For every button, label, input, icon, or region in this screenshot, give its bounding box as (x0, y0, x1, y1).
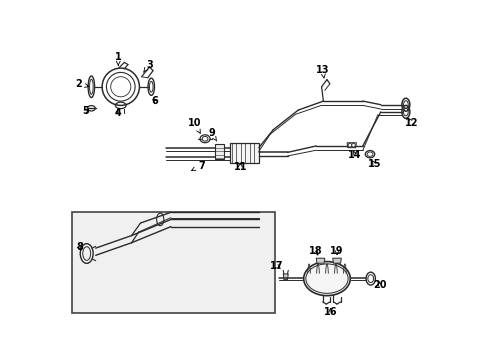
Text: 2: 2 (75, 79, 88, 89)
Bar (230, 143, 258, 163)
Text: 13: 13 (315, 64, 329, 78)
Text: 6: 6 (151, 96, 158, 106)
Text: 18: 18 (308, 246, 322, 256)
Ellipse shape (351, 143, 355, 147)
Text: 12: 12 (404, 118, 417, 128)
Text: 17: 17 (269, 261, 283, 271)
Ellipse shape (303, 262, 349, 296)
Text: 8: 8 (76, 242, 83, 252)
Text: 20: 20 (372, 280, 386, 290)
Ellipse shape (347, 143, 351, 147)
Text: 16: 16 (323, 307, 337, 317)
Text: 15: 15 (367, 159, 380, 169)
Polygon shape (346, 143, 356, 148)
Bar (72, 212, 274, 313)
Text: 19: 19 (329, 246, 343, 256)
Text: 10: 10 (187, 118, 201, 133)
Text: 1: 1 (115, 52, 122, 65)
Text: 7: 7 (191, 161, 204, 171)
Text: 11: 11 (233, 162, 246, 172)
Text: 3: 3 (143, 59, 153, 72)
Text: 4: 4 (115, 108, 122, 118)
Polygon shape (332, 258, 341, 263)
Polygon shape (316, 258, 324, 263)
Polygon shape (283, 274, 287, 280)
Text: 14: 14 (347, 150, 361, 160)
Text: 5: 5 (82, 106, 89, 116)
Bar (215, 144, 223, 159)
Text: 9: 9 (208, 129, 216, 141)
